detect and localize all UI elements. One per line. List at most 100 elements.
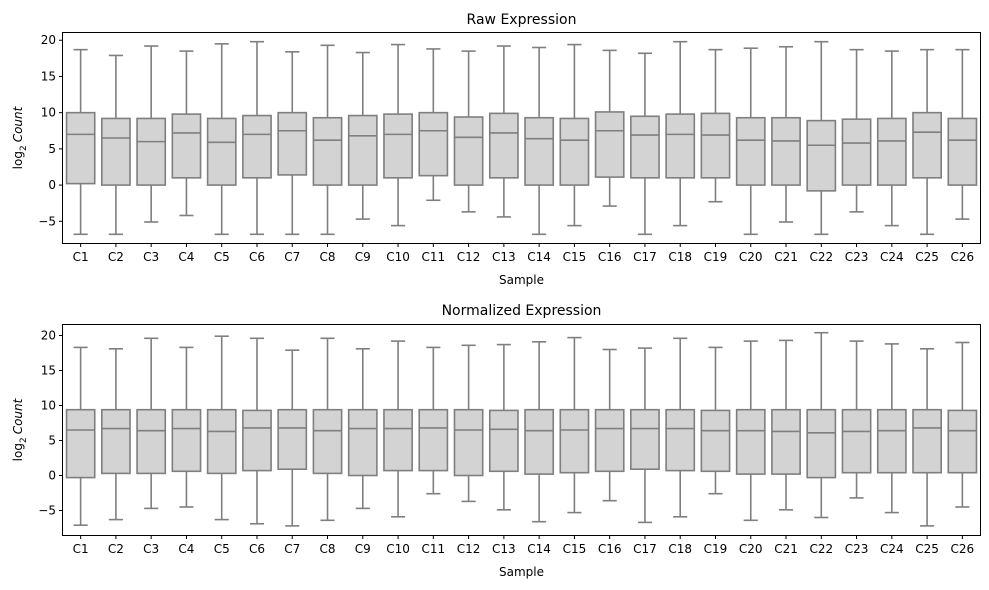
- x-tick-label: C26: [951, 250, 975, 264]
- box-c8-raw: [312, 44, 343, 236]
- x-tick-label: C2: [108, 250, 124, 264]
- x-tick-label: C23: [845, 542, 869, 556]
- x-tick-label: C11: [421, 250, 445, 264]
- x-tick-label: C13: [492, 250, 516, 264]
- x-tick-label: C18: [668, 542, 692, 556]
- box-c25-normalized: [912, 347, 943, 527]
- iqr-box: [665, 113, 696, 179]
- x-tick-label: C22: [809, 250, 833, 264]
- x-tick-label: C6: [249, 542, 265, 556]
- box-c1-normalized: [65, 346, 96, 527]
- x-tick-label: C13: [492, 542, 516, 556]
- iqr-box: [383, 113, 413, 179]
- iqr-box: [559, 117, 590, 186]
- iqr-box: [242, 409, 272, 472]
- box-c6-normalized: [242, 337, 272, 525]
- plot-frame-raw: [62, 32, 981, 244]
- box-c4-normalized: [171, 346, 202, 508]
- x-tick-label: C14: [527, 250, 551, 264]
- box-c4-raw: [171, 50, 202, 217]
- box-c16-normalized: [594, 348, 625, 502]
- iqr-box: [171, 113, 202, 179]
- x-tick-label: C8: [320, 250, 336, 264]
- x-tick-label: C1: [73, 542, 89, 556]
- x-tick-label: C21: [774, 542, 798, 556]
- iqr-box: [947, 117, 978, 186]
- x-tick-label: C3: [143, 542, 159, 556]
- x-tick-label: C24: [880, 250, 904, 264]
- iqr-box: [559, 408, 590, 474]
- iqr-box: [277, 408, 308, 471]
- x-tick-label: C22: [809, 542, 833, 556]
- box-c3-normalized: [136, 337, 167, 510]
- plot-frame-normalized: [62, 324, 981, 536]
- y-axis-label-count-raw: Count: [11, 105, 25, 142]
- box-c21-raw: [771, 45, 801, 223]
- x-tick-label: C17: [633, 542, 657, 556]
- x-tick-label: C4: [178, 250, 194, 264]
- iqr-box: [735, 116, 766, 186]
- box-c8-normalized: [312, 337, 343, 522]
- box-c18-raw: [665, 40, 696, 227]
- box-c20-normalized: [735, 340, 766, 522]
- x-tick-label: C15: [563, 250, 587, 264]
- iqr-box: [700, 112, 731, 179]
- x-axis-label-raw: Sample: [499, 273, 544, 287]
- x-tick-label: C25: [915, 542, 939, 556]
- iqr-box: [488, 409, 519, 473]
- box-c10-raw: [383, 43, 413, 227]
- x-tick-label: C3: [143, 250, 159, 264]
- y-tick-label: 15: [41, 69, 56, 83]
- box-c20-raw: [735, 47, 766, 236]
- box-c3-raw: [136, 45, 167, 223]
- iqr-box: [630, 408, 660, 471]
- iqr-box: [630, 115, 660, 179]
- box-c21-normalized: [771, 339, 801, 511]
- box-c25-raw: [912, 48, 943, 236]
- iqr-box: [912, 111, 943, 179]
- box-c12-normalized: [453, 344, 484, 503]
- y-tick-label: 20: [41, 33, 56, 47]
- y-axis-ticks-raw: −5 0 5 10 15 20: [38, 33, 63, 228]
- x-tick-label: C7: [284, 542, 300, 556]
- iqr-box: [453, 408, 484, 477]
- iqr-box: [418, 111, 449, 177]
- y-tick-label: 20: [41, 329, 56, 343]
- iqr-box: [100, 408, 131, 475]
- y-tick-label: 5: [48, 434, 56, 448]
- y-axis-label-count-normalized: Count: [11, 397, 25, 434]
- x-tick-label: C21: [774, 250, 798, 264]
- x-tick-label: C16: [598, 542, 622, 556]
- box-c12-raw: [453, 50, 484, 213]
- box-c13-normalized: [488, 343, 519, 511]
- y-axis-label-log-normalized: log: [11, 443, 25, 461]
- x-axis-ticks-raw: C1 C2 C3 C4 C5 C6 C7 C8 C9 C10 C11 C12 C13 C14 C15 C16 C…: [73, 243, 975, 264]
- x-tick-label: C12: [457, 250, 481, 264]
- iqr-box: [665, 408, 696, 472]
- box-c11-normalized: [418, 346, 449, 495]
- x-tick-label: C6: [249, 250, 265, 264]
- box-c2-raw: [100, 54, 131, 236]
- iqr-box: [488, 112, 519, 179]
- iqr-box: [594, 111, 625, 178]
- x-tick-label: C14: [527, 542, 551, 556]
- iqr-box: [171, 408, 202, 473]
- box-c7-normalized: [277, 349, 308, 527]
- x-tick-label: C18: [668, 250, 692, 264]
- y-tick-label: 10: [41, 399, 56, 413]
- iqr-box: [136, 408, 167, 475]
- x-tick-label: C7: [284, 250, 300, 264]
- iqr-box: [806, 408, 837, 479]
- y-axis-label-log-raw: log: [11, 151, 25, 169]
- x-tick-label: C1: [73, 250, 89, 264]
- box-c24-raw: [876, 50, 907, 227]
- box-c14-normalized: [524, 340, 555, 523]
- iqr-box: [876, 408, 907, 474]
- x-tick-label: C4: [178, 542, 194, 556]
- y-axis-label-raw: log2 Count: [11, 105, 29, 169]
- box-c5-raw: [206, 43, 237, 236]
- box-c13-raw: [488, 45, 519, 218]
- iqr-box: [206, 117, 237, 186]
- box-c26-raw: [947, 48, 978, 220]
